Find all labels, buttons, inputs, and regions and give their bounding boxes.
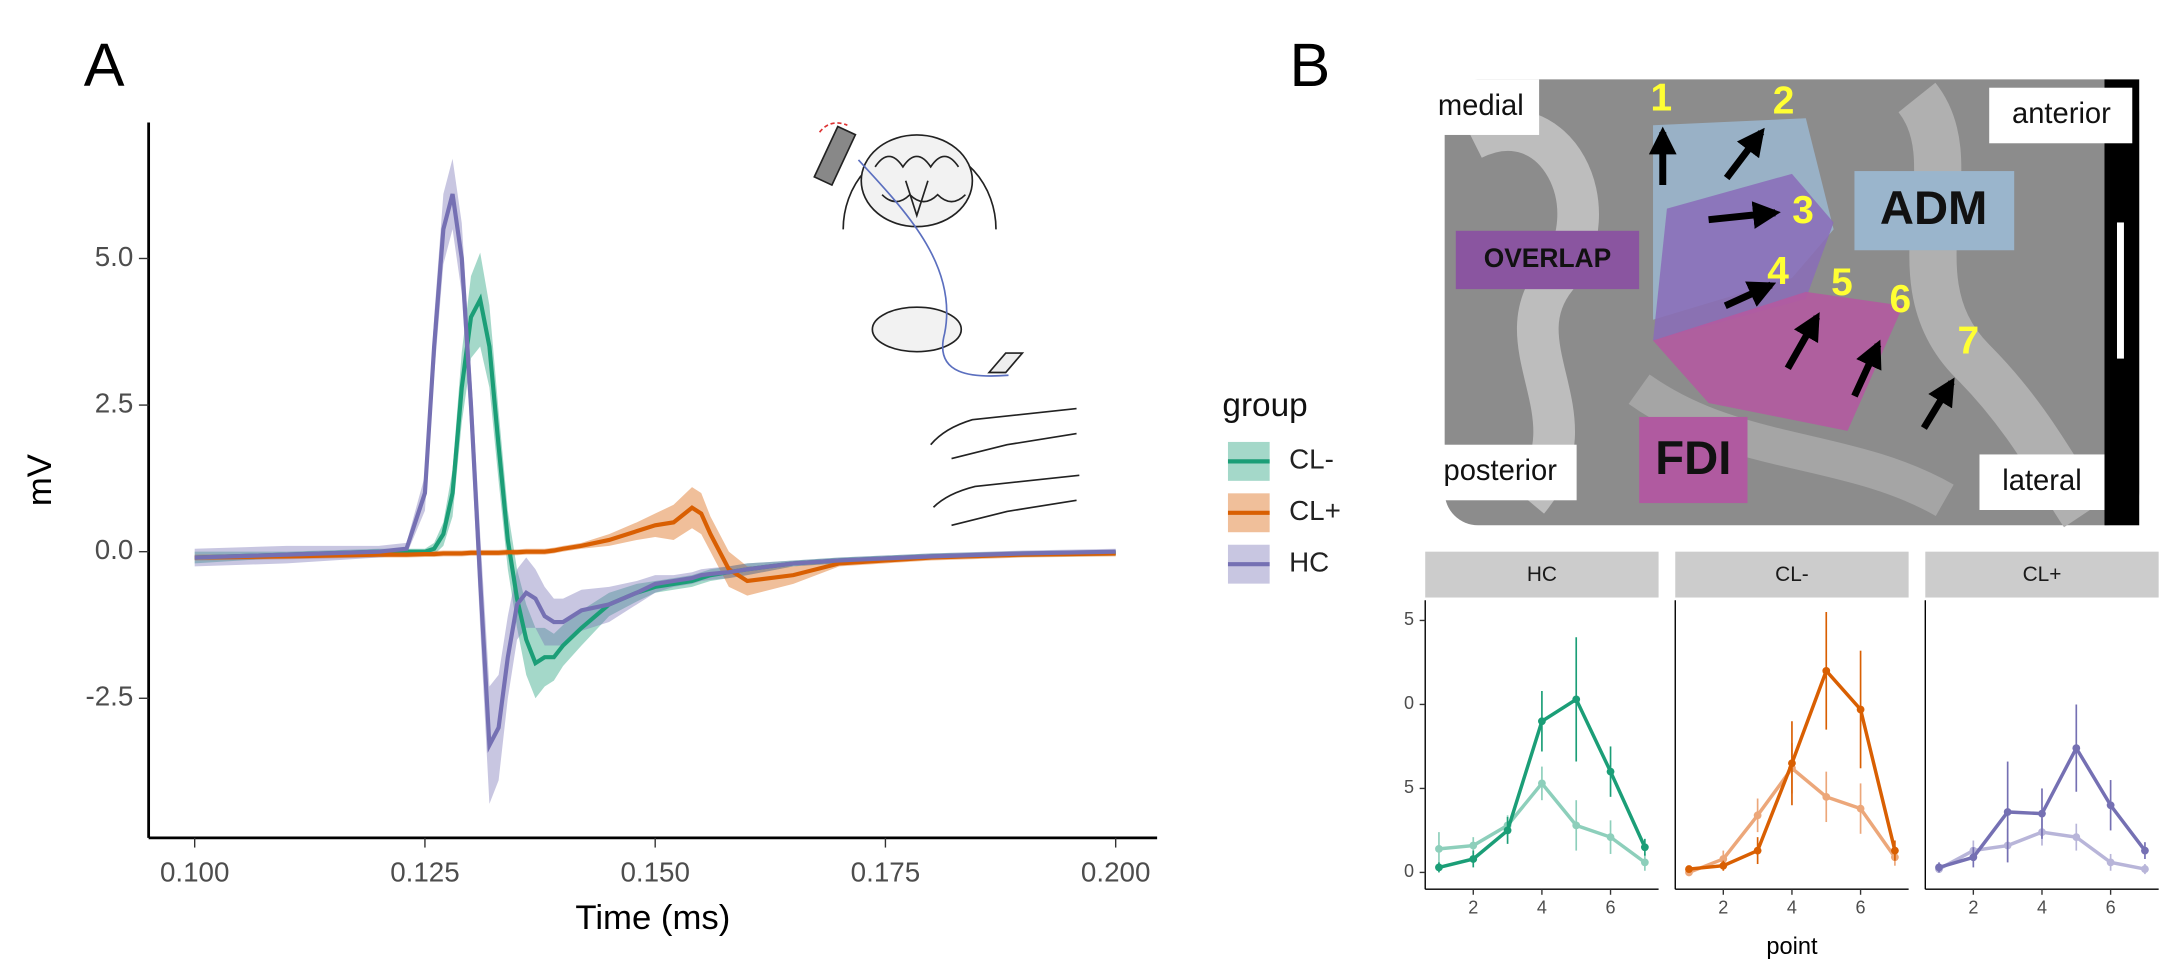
x-tick-label: 4 — [1787, 897, 1797, 917]
x-tick-label: 4 — [1537, 897, 1547, 917]
x-tick-label: 0.150 — [620, 856, 689, 887]
data-point — [1685, 865, 1693, 873]
data-point — [1891, 846, 1899, 855]
data-point — [1935, 863, 1943, 872]
point-number: 6 — [1889, 278, 1911, 321]
x-axis-title: point — [1766, 934, 1818, 960]
data-point — [2141, 846, 2149, 855]
y-tick-label: 0 — [1404, 861, 1414, 881]
data-point — [1856, 804, 1865, 813]
data-point — [1788, 759, 1796, 768]
x-tick-label: 6 — [1606, 897, 1616, 917]
series-line — [194, 193, 1116, 753]
data-point — [2003, 808, 2012, 816]
data-point — [1606, 833, 1615, 842]
x-tick-label: 2 — [1968, 897, 1978, 917]
y-tick-label: -2.5 — [85, 681, 133, 712]
legend-label: CL+ — [1289, 495, 1341, 526]
legend-label: CL- — [1289, 444, 1334, 475]
data-point — [1856, 705, 1865, 714]
data-point — [1435, 845, 1443, 853]
x-tick-label: 2 — [1718, 897, 1728, 917]
data-point — [1469, 841, 1478, 850]
data-point — [1606, 767, 1615, 776]
data-point — [2072, 833, 2081, 842]
x-tick-label: 0.175 — [851, 856, 920, 887]
point-number: 4 — [1767, 250, 1789, 293]
data-point — [1469, 855, 1478, 863]
x-axis-title: Time (ms) — [575, 899, 730, 937]
data-point — [1538, 779, 1546, 788]
x-tick-label: 2 — [1468, 897, 1478, 917]
panel-label: A — [84, 31, 125, 99]
facet-title: CL+ — [2023, 563, 2062, 586]
x-tick-label: 0.100 — [160, 856, 229, 887]
orientation-label: medial — [1438, 90, 1524, 122]
data-point — [1538, 717, 1546, 726]
y-tick-label: 5 — [1404, 777, 1414, 797]
point-number: 5 — [1831, 261, 1853, 304]
schematic — [813, 122, 1080, 527]
series-line — [194, 293, 1116, 667]
orientation-label: lateral — [2002, 465, 2081, 497]
facet-title: CL- — [1775, 563, 1809, 586]
data-point — [1572, 821, 1581, 830]
y-axis-title: mV — [21, 454, 59, 506]
data-point — [1719, 861, 1728, 870]
data-point — [1753, 846, 1762, 855]
facet-header — [1675, 551, 1909, 598]
point-number: 2 — [1773, 79, 1795, 122]
panel-label: B — [1290, 31, 1331, 99]
confidence-band — [194, 252, 1116, 699]
facet-header — [1925, 551, 2159, 598]
data-point — [1640, 843, 1649, 852]
facet-title: HC — [1527, 563, 1557, 586]
legend-label: HC — [1289, 547, 1329, 578]
x-tick-label: 0.125 — [390, 856, 459, 887]
data-point — [1822, 666, 1831, 675]
region-label: ADM — [1880, 182, 1988, 235]
data-point — [1435, 863, 1443, 872]
orientation-label: posterior — [1444, 455, 1558, 487]
x-tick-label: 4 — [2037, 897, 2047, 917]
x-tick-label: 6 — [2106, 897, 2116, 917]
confidence-band — [194, 158, 1116, 804]
region-label: FDI — [1655, 432, 1731, 485]
data-point — [1719, 855, 1728, 863]
region-label: OVERLAP — [1484, 243, 1612, 273]
data-point — [1822, 792, 1831, 801]
y-tick-label: 5.0 — [95, 241, 134, 272]
data-point — [1503, 826, 1512, 835]
orientation-label: anterior — [2012, 98, 2111, 130]
data-point — [2106, 801, 2115, 810]
data-point — [2106, 858, 2115, 867]
facet-header — [1425, 551, 1659, 598]
data-point — [1753, 811, 1762, 820]
brain-image — [1423, 79, 2140, 528]
point-number: 1 — [1651, 76, 1673, 119]
point-number: 3 — [1792, 189, 1814, 232]
data-point — [2038, 809, 2046, 818]
point-number: 7 — [1958, 320, 1980, 363]
x-tick-label: 0.200 — [1081, 856, 1150, 887]
data-point — [2141, 865, 2149, 873]
y-tick-label: 0 — [1404, 693, 1414, 713]
y-tick-label: 2.5 — [95, 387, 134, 418]
data-point — [2072, 744, 2081, 753]
x-tick-label: 6 — [1856, 897, 1866, 917]
y-tick-label: 5 — [1404, 609, 1414, 629]
data-point — [1572, 695, 1581, 704]
legend-title: group — [1222, 387, 1307, 424]
y-tick-label: 0.0 — [95, 534, 134, 565]
data-point — [1640, 858, 1649, 867]
data-point — [1969, 853, 1978, 862]
